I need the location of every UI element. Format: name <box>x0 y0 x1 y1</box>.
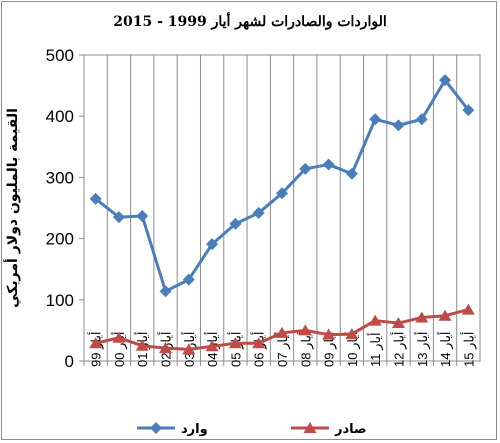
data-point <box>415 113 428 126</box>
series-layer <box>89 74 475 355</box>
x-tick-label: أيار 11 <box>367 332 384 367</box>
x-tick-label: أيار 15 <box>460 331 477 367</box>
legend-label: وارد <box>181 422 208 437</box>
y-tick-label: 0 <box>65 352 74 371</box>
data-point <box>159 342 173 354</box>
y-tick-label: 500 <box>46 46 74 65</box>
data-point <box>299 162 312 175</box>
data-point <box>298 324 312 336</box>
grid-layer <box>83 54 481 362</box>
y-tick-label: 100 <box>46 291 74 310</box>
data-point <box>276 187 288 200</box>
data-point <box>369 113 382 126</box>
data-point <box>345 167 358 180</box>
data-point <box>275 326 289 338</box>
legend-marker <box>303 422 317 433</box>
data-point <box>462 104 475 117</box>
data-point <box>229 217 242 230</box>
data-point <box>112 211 125 224</box>
x-tick-label: أيار 10 <box>344 331 361 367</box>
chart-title: الواردات والصادرات لشهر أيار 1999 - 2015 <box>113 14 387 30</box>
data-point <box>112 331 126 343</box>
y-tick-label: 300 <box>46 168 74 187</box>
series-line <box>94 78 470 293</box>
series-exports <box>89 303 475 355</box>
y-axis-label: القيمة بالمليون دولار أمريكي <box>3 108 21 308</box>
data-point <box>136 209 149 222</box>
legend-label: صادر <box>334 422 367 437</box>
x-tick-label: أيار 07 <box>274 331 291 367</box>
series-imports <box>89 74 475 298</box>
data-point <box>391 317 405 329</box>
data-point <box>206 238 219 251</box>
data-point <box>345 328 359 340</box>
data-point <box>252 206 265 219</box>
plot-area <box>83 54 481 362</box>
data-point <box>322 328 336 340</box>
data-point <box>439 74 452 87</box>
data-point <box>89 337 103 349</box>
data-point <box>135 339 149 351</box>
y-tick-label: 400 <box>46 107 74 126</box>
legend: وارد صادر <box>137 422 367 437</box>
legend-marker <box>150 422 162 434</box>
x-tick-label: أيار 08 <box>297 331 314 367</box>
data-point <box>392 119 405 132</box>
data-point <box>159 285 172 298</box>
x-tick-label: أيار 09 <box>321 331 338 367</box>
data-point <box>252 337 266 349</box>
legend-item: صادر <box>291 422 367 437</box>
x-tick-label: أيار 05 <box>227 331 244 367</box>
y-tick-label: 200 <box>46 230 74 249</box>
x-tick-label: أيار 14 <box>437 331 454 367</box>
x-tick-label: أيار 13 <box>414 331 431 367</box>
data-point <box>322 158 335 171</box>
data-point <box>205 340 219 352</box>
x-tick-label: أيار 99 <box>88 331 105 367</box>
data-point <box>228 337 242 349</box>
data-point <box>89 192 102 205</box>
legend-item: وارد <box>137 422 208 437</box>
data-point <box>368 314 382 326</box>
data-point <box>461 303 475 315</box>
x-tick-label: أيار 06 <box>251 331 268 367</box>
data-point <box>182 343 196 355</box>
data-point <box>415 311 429 323</box>
data-point <box>438 309 452 321</box>
data-point <box>182 273 195 286</box>
x-tick-label: أيار 12 <box>390 331 407 367</box>
